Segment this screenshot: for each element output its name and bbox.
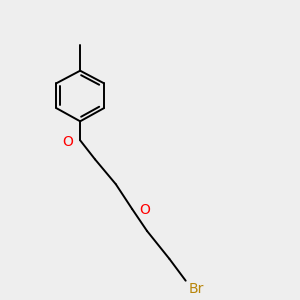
Text: O: O (140, 203, 151, 218)
Text: O: O (62, 135, 73, 149)
Text: Br: Br (189, 282, 204, 296)
